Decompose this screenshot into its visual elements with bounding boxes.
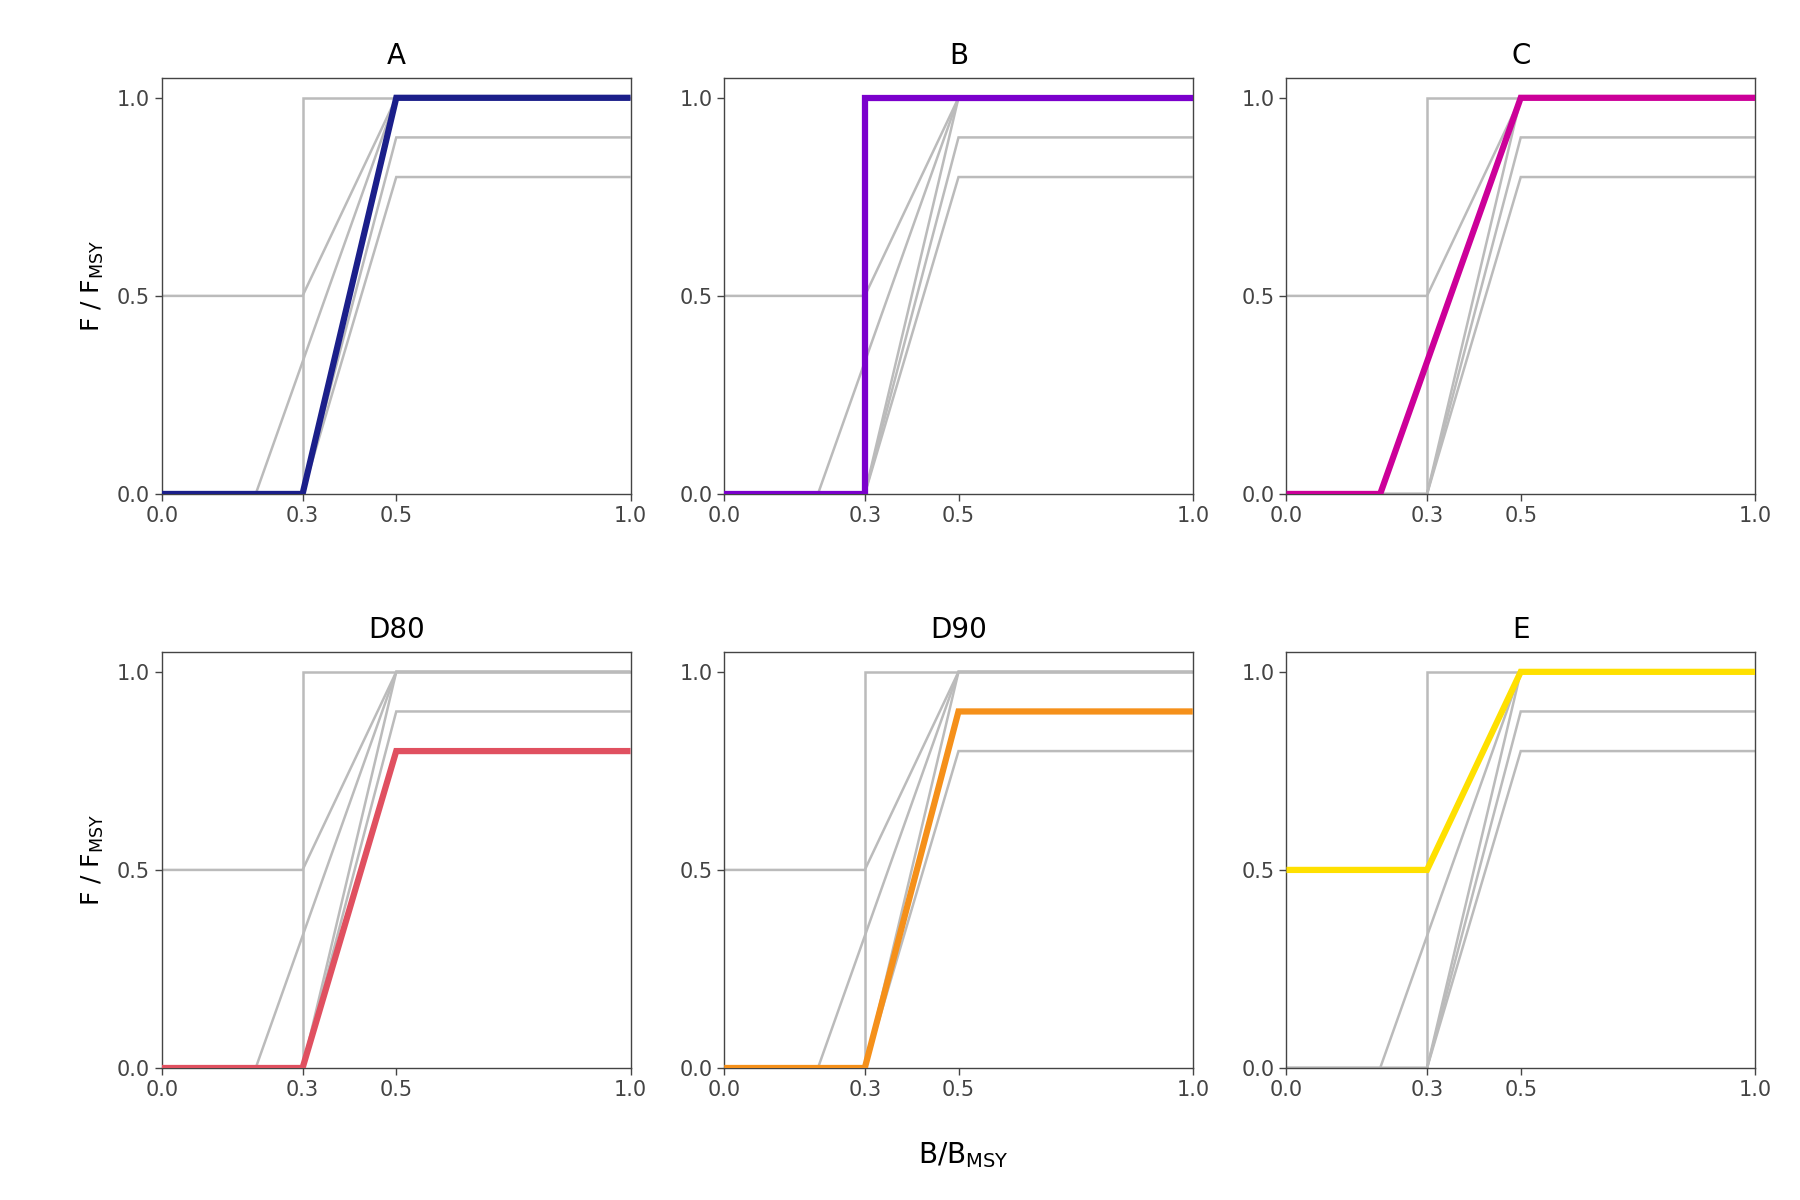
Text: B/B$_{\mathregular{MSY}}$: B/B$_{\mathregular{MSY}}$ bbox=[918, 1140, 1008, 1170]
Title: D90: D90 bbox=[931, 616, 986, 644]
Y-axis label: F / F$_{\mathregular{MSY}}$: F / F$_{\mathregular{MSY}}$ bbox=[79, 814, 106, 906]
Title: C: C bbox=[1510, 42, 1530, 70]
Y-axis label: F / F$_{\mathregular{MSY}}$: F / F$_{\mathregular{MSY}}$ bbox=[79, 240, 106, 332]
Title: A: A bbox=[387, 42, 405, 70]
Title: E: E bbox=[1512, 616, 1530, 644]
Title: D80: D80 bbox=[367, 616, 425, 644]
Title: B: B bbox=[949, 42, 968, 70]
